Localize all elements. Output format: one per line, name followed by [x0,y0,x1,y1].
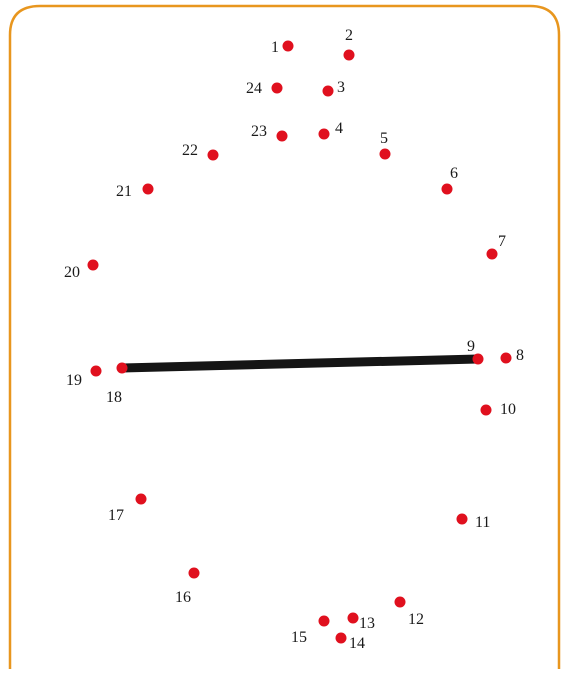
dot-23: 23 [251,123,288,142]
dot-marker [318,615,330,627]
dot-marker [335,632,347,644]
dot-15: 15 [291,615,330,646]
dot-6: 6 [441,165,458,195]
dot-marker [282,40,294,52]
dot-label: 3 [337,79,345,96]
dot-label: 11 [475,514,490,531]
dot-marker [188,567,200,579]
dot-label: 1 [271,39,279,56]
dot-24: 24 [246,80,283,97]
dot-marker [322,85,334,97]
dot-5: 5 [379,130,391,160]
dot-marker [271,82,283,94]
dot-7: 7 [486,233,506,260]
dot-marker [486,248,498,260]
dot-label: 21 [116,183,132,200]
dot-marker [441,183,453,195]
dot-21: 21 [116,183,154,200]
dot-label: 18 [106,389,122,406]
dot-4: 4 [318,120,343,140]
dot-8: 8 [500,347,524,364]
dot-label: 19 [66,372,82,389]
dot-20: 20 [64,259,99,281]
dot-label: 10 [500,401,516,418]
dot-18: 18 [106,362,128,406]
dot-marker [318,128,330,140]
dot-label: 6 [450,165,458,182]
dot-label: 24 [246,80,262,97]
dot-label: 7 [498,233,506,250]
dot-19: 19 [66,365,102,389]
dot-marker [394,596,406,608]
dot-12: 12 [394,596,424,628]
dot-label: 9 [467,338,475,355]
dot-marker [472,353,484,365]
orange-frame [8,4,561,669]
dot-14: 14 [335,632,365,652]
dot-22: 22 [182,142,219,161]
dot-2: 2 [343,27,355,61]
dot-16: 16 [175,567,200,606]
dot-label: 13 [359,615,375,632]
dot-1: 1 [271,39,294,56]
dot-label: 12 [408,611,424,628]
dot-17: 17 [108,493,147,524]
dot-marker [480,404,492,416]
dot-marker [90,365,102,377]
dot-marker [379,148,391,160]
dot-3: 3 [322,79,345,97]
dot-11: 11 [456,513,490,531]
dot-label: 17 [108,507,124,524]
dot-label: 14 [349,635,365,652]
dot-marker [343,49,355,61]
connecting-line-18-to-9 [117,354,483,373]
dot-marker [276,130,288,142]
dot-13: 13 [347,612,375,632]
dot-label: 20 [64,264,80,281]
dot-label: 5 [380,130,388,147]
dot-label: 23 [251,123,267,140]
dot-label: 4 [335,120,343,137]
dot-9: 9 [467,338,484,365]
dot-marker [207,149,219,161]
dot-marker [142,183,154,195]
dot-marker [347,612,359,624]
dot-marker [135,493,147,505]
dot-marker [500,352,512,364]
dot-marker [456,513,468,525]
dot-label: 2 [345,27,353,44]
dot-marker [87,259,99,271]
dot-label: 15 [291,629,307,646]
dot-label: 22 [182,142,198,159]
dot-10: 10 [480,401,516,418]
dot-label: 8 [516,347,524,364]
dot-label: 16 [175,589,191,606]
dot-marker [116,362,128,374]
